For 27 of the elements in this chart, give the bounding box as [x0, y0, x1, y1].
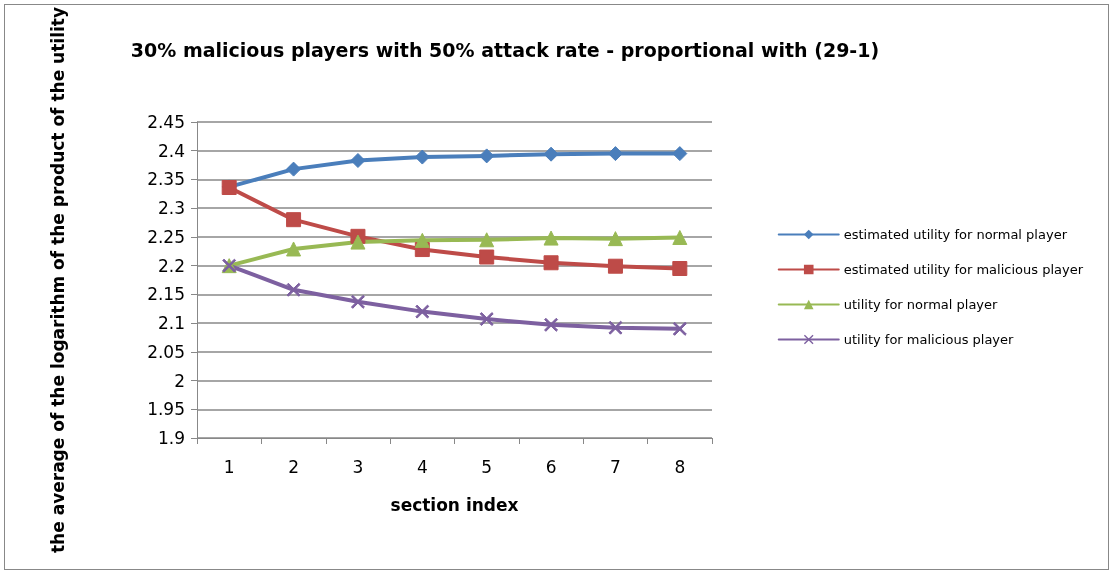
y-axis-title: the average of the logarithm of the product of the utility [48, 7, 68, 554]
y-tick-label: 2.25 [147, 226, 185, 247]
y-tick-label: 2 [174, 370, 185, 391]
legend-label: estimated utility for normal player [843, 227, 1068, 242]
y-tick-label: 2.4 [157, 140, 185, 161]
y-tick-label: 1.95 [147, 399, 185, 420]
x-tick-label: 4 [416, 456, 428, 477]
x-tick-label: 7 [610, 456, 621, 477]
y-tick-label: 2.2 [157, 255, 185, 276]
x-tick-label: 2 [288, 456, 299, 477]
chart-title: 30% malicious players with 50% attack rate - proportional with (29-1) [130, 38, 880, 61]
legend-label: utility for malicious player [843, 332, 1015, 347]
y-tick-label: 2.3 [157, 198, 185, 219]
y-tick-label: 2.15 [147, 284, 185, 305]
legend-label: utility for normal player [843, 297, 999, 312]
x-tick-label: 3 [352, 456, 364, 477]
x-tick-label: 8 [674, 456, 686, 477]
x-tick-label: 1 [223, 456, 235, 477]
x-tick-label: 6 [545, 456, 557, 477]
y-tick-label: 2.35 [147, 169, 185, 190]
x-axis-title: section index [390, 494, 519, 515]
y-tick-label: 1.9 [157, 428, 185, 448]
legend-label: estimated utility for malicious player [843, 262, 1084, 277]
y-tick-label: 2.05 [147, 341, 185, 362]
y-tick-label: 2.45 [147, 112, 185, 133]
y-tick-label: 2.1 [157, 313, 185, 334]
x-tick-label: 5 [481, 456, 493, 477]
